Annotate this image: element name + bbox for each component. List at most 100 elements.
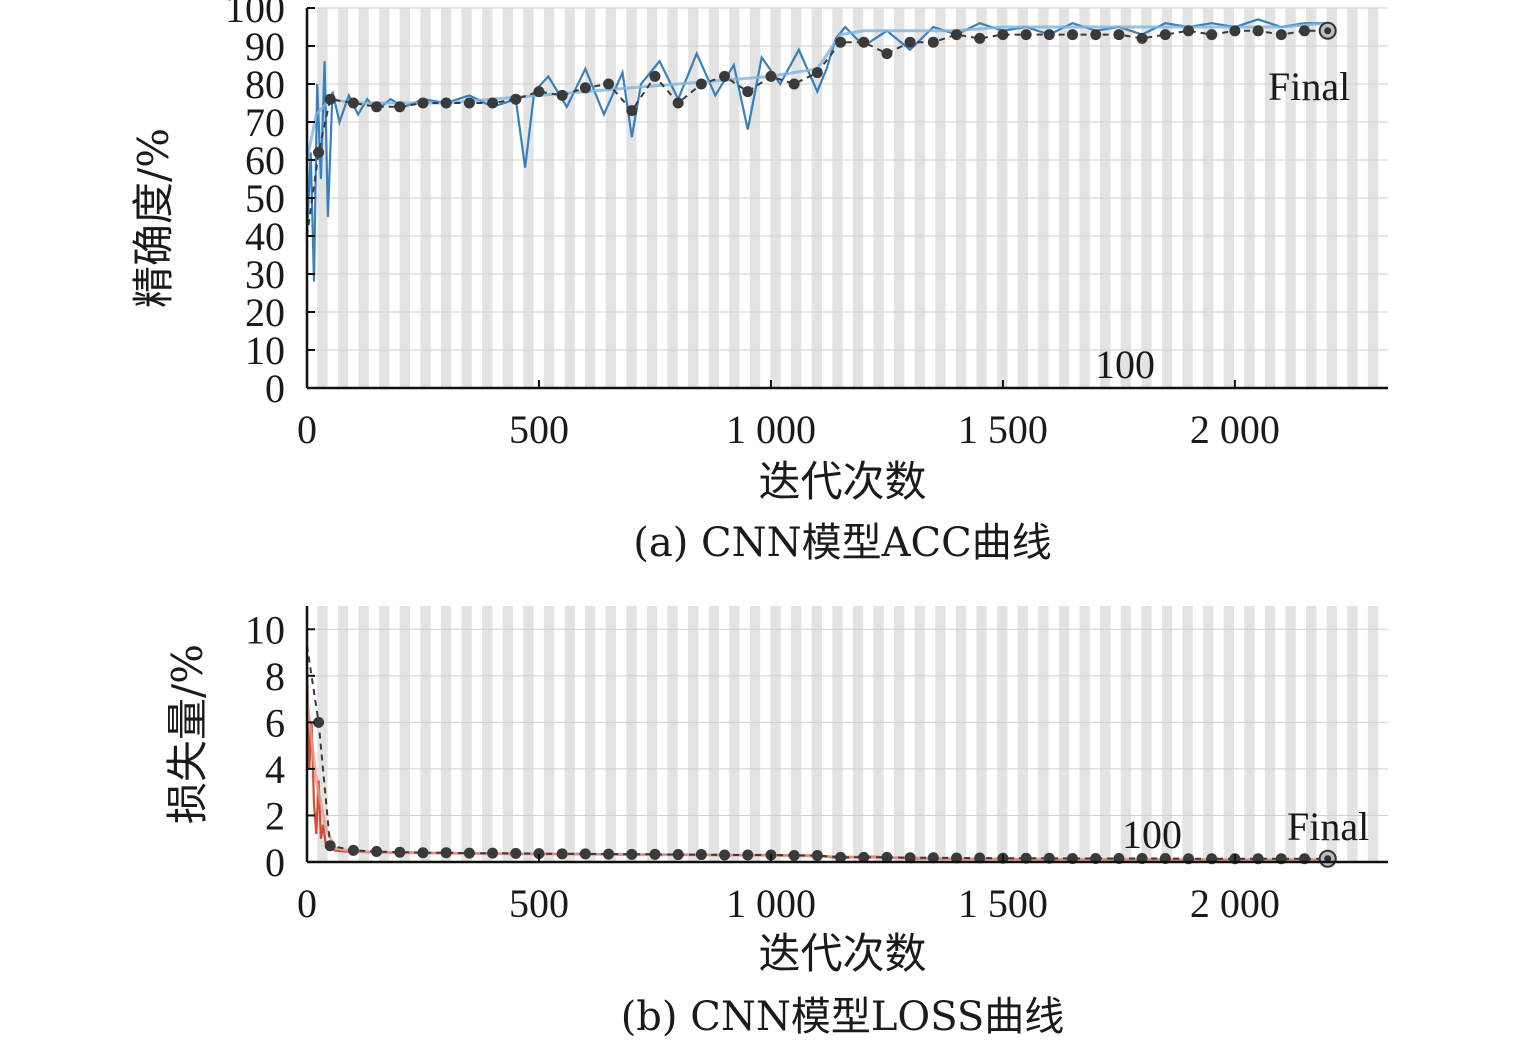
- loss-validation-point: [672, 849, 684, 861]
- acc-validation-point: [811, 67, 823, 79]
- loss-epoch-annotation: 100: [1122, 812, 1182, 857]
- loss-epoch-band: [1285, 606, 1296, 862]
- acc-validation-point: [1159, 29, 1171, 41]
- acc-validation-point: [1043, 29, 1055, 41]
- loss-final-annotation: Final: [1287, 804, 1369, 849]
- loss-epoch-band: [894, 606, 905, 862]
- acc-validation-point: [904, 36, 916, 48]
- loss-epoch-band: [1038, 606, 1049, 862]
- acc-validation-point: [765, 70, 777, 82]
- loss-epoch-band: [440, 606, 452, 862]
- acc-validation-point: [1020, 29, 1032, 41]
- loss-epoch-band: [1100, 606, 1111, 862]
- loss-caption: (b) CNN模型LOSS曲线: [621, 994, 1065, 1040]
- loss-validation-point: [835, 851, 847, 863]
- loss-validation-line: [306, 645, 1328, 860]
- acc-final-marker-center: [1324, 27, 1332, 35]
- acc-validation-point: [881, 48, 893, 60]
- acc-x-axis-title: 迭代次数: [758, 457, 926, 506]
- acc-validation-point: [603, 78, 615, 90]
- loss-epoch-band: [564, 606, 575, 862]
- acc-epoch-annotation: 100: [1095, 342, 1155, 387]
- acc-validation-point: [1067, 29, 1079, 41]
- loss-validation-point: [881, 851, 893, 863]
- acc-x-tick-label: 500: [509, 407, 569, 452]
- loss-epoch-band: [482, 606, 493, 862]
- loss-validation-point: [347, 844, 359, 856]
- loss-validation-point: [904, 852, 916, 864]
- acc-smoothed-training-line: [305, 21, 1328, 161]
- acc-validation-point: [1275, 29, 1287, 41]
- acc-y-tick-label: 80: [245, 62, 285, 107]
- loss-epoch-band: [1182, 606, 1193, 862]
- epoch-bands: [307, 606, 1388, 862]
- loss-x-tick-label: 1 000: [726, 881, 816, 926]
- acc-validation-point: [1206, 29, 1218, 41]
- loss-y-tick-label: 8: [265, 654, 285, 699]
- acc-validation-point: [626, 105, 638, 117]
- acc-validation-point: [313, 146, 325, 158]
- loss-validation-point: [626, 848, 638, 860]
- loss-validation-point: [927, 852, 939, 864]
- loss-epoch-band: [873, 606, 884, 862]
- acc-validation-point: [394, 101, 406, 113]
- loss-x-axis-title: 迭代次数: [758, 929, 926, 978]
- loss-validation-point: [510, 847, 522, 859]
- loss-validation-point: [556, 848, 568, 860]
- acc-validation-point: [1183, 25, 1195, 37]
- acc-validation-point: [788, 78, 800, 90]
- acc-validation-point: [742, 86, 754, 98]
- plot-area: [305, 645, 1337, 868]
- grid-lines: [307, 7, 1388, 389]
- loss-epoch-band: [646, 606, 658, 862]
- loss-validation-point: [440, 847, 452, 859]
- acc-y-tick-label: 20: [245, 290, 285, 335]
- loss-epoch-band: [1244, 606, 1255, 862]
- acc-validation-point: [719, 70, 731, 82]
- loss-validation-point: [417, 847, 429, 859]
- loss-epoch-band: [461, 606, 472, 862]
- acc-validation-point: [533, 86, 545, 98]
- acc-validation-point: [1113, 29, 1125, 41]
- acc-y-tick-label: 90: [245, 24, 285, 69]
- loss-epoch-band: [1367, 606, 1379, 862]
- acc-x-tick-label: 2 000: [1190, 407, 1280, 452]
- loss-epoch-band: [358, 606, 369, 862]
- acc-validation-point: [487, 97, 499, 109]
- loss-epoch-band: [543, 606, 555, 862]
- acc-x-tick-label: 1 500: [958, 407, 1048, 452]
- loss-y-tick-label: 4: [265, 747, 285, 792]
- loss-epoch-band: [1326, 606, 1337, 862]
- acc-validation-point: [324, 93, 336, 105]
- acc-validation-point: [695, 78, 707, 90]
- acc-y-tick-label: 60: [245, 138, 285, 183]
- loss-epoch-band: [935, 606, 946, 862]
- loss-epoch-band: [399, 606, 410, 862]
- loss-validation-point: [695, 849, 707, 861]
- loss-validation-point: [463, 847, 475, 859]
- loss-epoch-band: [420, 606, 431, 862]
- loss-x-tick-label: 0: [297, 881, 317, 926]
- loss-validation-point: [742, 849, 754, 861]
- loss-y-tick-label: 6: [265, 700, 285, 745]
- loss-y-tick-label: 10: [245, 607, 285, 652]
- loss-epoch-band: [1347, 606, 1358, 862]
- plot-area: [305, 18, 1337, 282]
- loss-x-tick-label: 1 500: [958, 881, 1048, 926]
- loss-validation-point: [371, 846, 383, 858]
- acc-validation-point: [417, 97, 429, 109]
- loss-epoch-band: [791, 606, 802, 862]
- loss-epoch-band: [1141, 606, 1152, 862]
- acc-validation-point: [649, 70, 661, 82]
- loss-validation-point: [394, 846, 406, 858]
- loss-epoch-band: [997, 606, 1008, 862]
- acc-y-tick-label: 50: [245, 176, 285, 221]
- loss-epoch-band: [1264, 606, 1276, 862]
- loss-epoch-band: [811, 606, 822, 862]
- loss-epoch-band: [1120, 606, 1131, 862]
- loss-epoch-band: [585, 606, 596, 862]
- loss-epoch-band: [708, 606, 719, 862]
